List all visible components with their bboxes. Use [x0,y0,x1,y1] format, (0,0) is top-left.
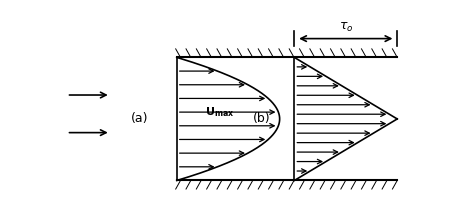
Text: (b): (b) [253,113,270,125]
Text: $\mathbf{U_{max}}$: $\mathbf{U_{max}}$ [205,105,235,119]
Text: (a): (a) [131,113,149,125]
Text: $\tau_o$: $\tau_o$ [338,21,353,34]
